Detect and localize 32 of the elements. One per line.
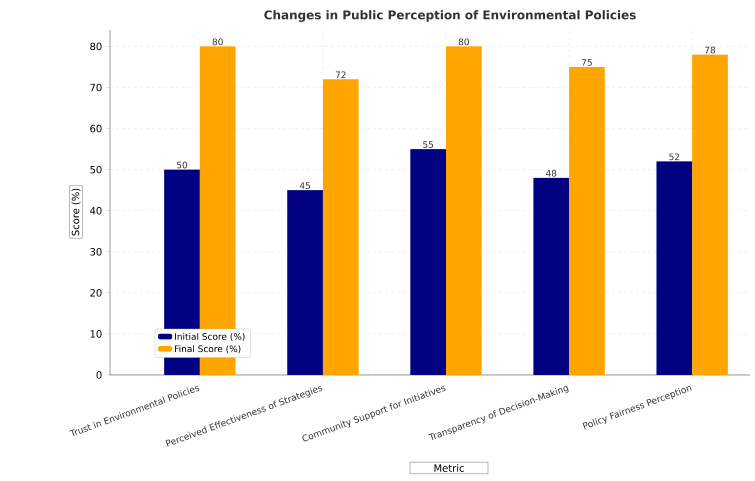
data-label: 45 <box>300 182 310 189</box>
y-tick-label: 60 <box>90 124 102 132</box>
data-label: 48 <box>546 170 556 177</box>
data-label: 80 <box>212 38 223 46</box>
y-axis-title: Score (%) <box>72 188 80 236</box>
legend-label: Initial Score (%) <box>175 332 245 341</box>
bar <box>692 54 728 375</box>
data-label: 55 <box>423 141 434 148</box>
data-label: 80 <box>458 38 469 46</box>
bar <box>656 161 692 375</box>
data-label: 78 <box>705 46 716 54</box>
y-tick-label: 10 <box>90 330 102 338</box>
x-axis-title: Metric <box>434 464 464 472</box>
y-tick-label: 30 <box>90 248 102 256</box>
chart-title: Changes in Public Perception of Environmental Policies <box>264 10 636 22</box>
y-tick-label: 80 <box>90 42 102 50</box>
bar <box>533 178 570 375</box>
bar <box>446 46 482 375</box>
y-tick-label: 20 <box>90 289 102 297</box>
bar <box>569 66 605 375</box>
data-label: 52 <box>669 153 680 160</box>
y-tick-label: 40 <box>90 206 102 214</box>
bar <box>287 190 323 375</box>
data-label: 75 <box>582 59 592 66</box>
bar <box>410 149 446 375</box>
data-label: 50 <box>176 162 188 168</box>
data-label: 72 <box>336 71 346 78</box>
bar <box>322 79 359 375</box>
y-tick-label: 70 <box>90 84 102 92</box>
y-tick-label: 0 <box>96 371 102 379</box>
y-tick-label: 50 <box>90 166 102 174</box>
legend-label: Final Score (%) <box>175 345 240 354</box>
